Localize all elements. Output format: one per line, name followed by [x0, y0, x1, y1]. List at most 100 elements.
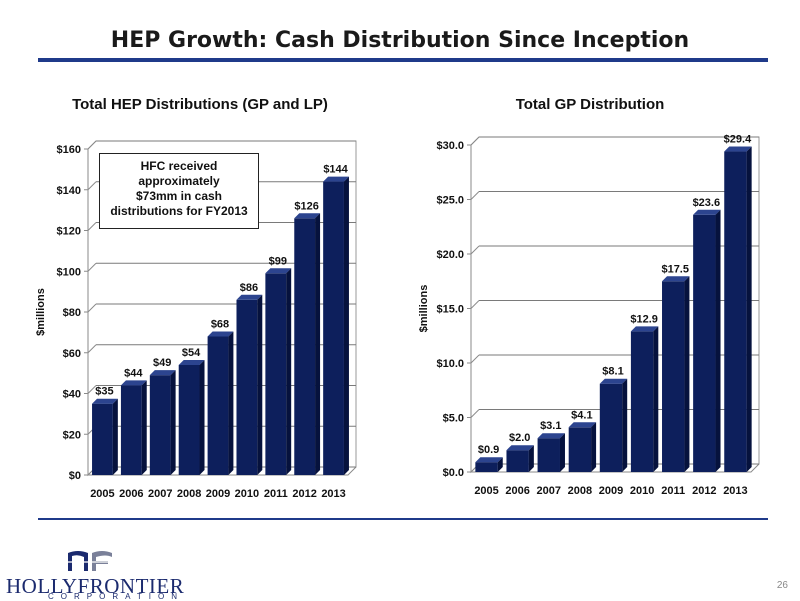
bar-side	[257, 294, 263, 475]
bar-top	[120, 380, 147, 386]
bar-2012	[693, 209, 721, 472]
y-tick-label: $140	[57, 185, 81, 197]
data-label: $2.0	[509, 432, 530, 444]
bar-side	[199, 359, 205, 475]
gridline-diag	[87, 385, 97, 394]
bar-top	[506, 445, 534, 451]
gridline-diag	[87, 181, 97, 191]
bar-top	[149, 370, 176, 376]
bar-top	[265, 268, 292, 274]
bar-2006	[506, 445, 534, 472]
bar-2010	[630, 326, 659, 472]
y-tick-label: $20	[63, 429, 81, 441]
bar-top	[475, 457, 503, 463]
data-label: $4.1	[571, 409, 592, 421]
gridline-diag	[470, 191, 480, 200]
y-tick-label: $60	[63, 348, 81, 360]
callout-line: approximately	[138, 174, 220, 188]
bar-top	[323, 176, 349, 182]
x-tick-label: 2011	[264, 488, 288, 500]
gridline-diag	[470, 409, 480, 418]
bar-2013	[724, 146, 752, 472]
bar-2005	[92, 398, 118, 475]
bar-side	[497, 457, 503, 472]
data-label: $35	[95, 386, 113, 398]
hollyfrontier-logo-mark	[64, 551, 116, 571]
x-tick-label: 2010	[235, 488, 259, 500]
title-underline	[38, 58, 768, 62]
bar-top	[724, 146, 752, 152]
bar-top	[294, 213, 321, 219]
gridline-diag	[87, 303, 97, 313]
data-label: $54	[182, 347, 201, 359]
data-label: $3.1	[540, 420, 561, 432]
page-title: HEP Growth: Cash Distribution Since Ince…	[110, 28, 690, 53]
bar-top	[662, 276, 690, 282]
bar-front	[693, 214, 716, 472]
gridline-diag	[470, 245, 480, 255]
bar-front	[475, 462, 498, 472]
y-tick-label: $5.0	[443, 413, 464, 425]
data-label: $17.5	[661, 263, 689, 275]
data-label: $8.1	[602, 366, 623, 378]
gridline-diag	[87, 140, 97, 150]
bar-2009	[599, 378, 628, 472]
x-tick-label: 2011	[661, 485, 685, 497]
bar-2009	[207, 331, 234, 475]
bar-front	[236, 299, 258, 475]
bar-top	[630, 326, 659, 332]
x-tick-label: 2012	[692, 485, 716, 497]
callout-line: $73mm in cash	[135, 189, 223, 203]
bar-top	[178, 359, 205, 365]
gridline-diag	[87, 222, 97, 231]
bar-side	[715, 209, 721, 472]
callout-line: distributions for FY2013	[110, 204, 248, 218]
x-tick-label: 2006	[505, 485, 529, 497]
bar-front	[662, 281, 685, 472]
x-tick-label: 2007	[537, 485, 561, 497]
bar-side	[343, 176, 349, 475]
bar-side	[622, 378, 628, 472]
x-tick-label: 2010	[630, 485, 654, 497]
y-tick-label: $80	[63, 307, 81, 319]
bar-side	[684, 276, 690, 472]
data-label: $99	[269, 255, 287, 267]
x-tick-label: 2006	[119, 488, 143, 500]
bar-front	[630, 331, 654, 472]
y-tick-label: $100	[57, 266, 81, 278]
y-tick-label: $25.0	[436, 195, 464, 207]
callout-box: HFC received approximately $73mm in cash di…	[99, 153, 259, 229]
bar-side	[591, 422, 597, 472]
bar-side	[286, 268, 292, 475]
bar-front	[149, 375, 171, 475]
y-tick-label: $160	[57, 144, 81, 156]
bar-side	[746, 146, 752, 472]
bar-2012	[294, 213, 321, 475]
bar-side	[141, 380, 147, 475]
bar-2011	[662, 276, 690, 472]
bar-2008	[178, 359, 205, 475]
chart-svg: $0.0 $5.0 $10.0 $15.0 $20.0 $25.0 $30.0 $millio…	[418, 134, 760, 497]
gridline-diag	[87, 262, 97, 272]
data-label: $23.6	[693, 197, 721, 209]
y-tick-label: $120	[57, 226, 81, 238]
x-tick-label: 2013	[321, 488, 345, 500]
y-tick-label: $0	[69, 470, 81, 482]
bar-top	[568, 422, 597, 428]
x-axis	[471, 463, 760, 473]
x-tick-label: 2007	[148, 488, 172, 500]
bar-top	[599, 378, 628, 384]
footer-rule	[38, 518, 768, 520]
chart-total-gp-distribution: Total GP Distribution $0.0 $5.0 $10.0 $15.0…	[410, 90, 770, 510]
chart-title: Total HEP Distributions (GP and LP)	[72, 96, 328, 113]
x-axis	[88, 466, 357, 476]
bar-front	[207, 336, 229, 475]
logo-text: HOLLYFRONTIER	[6, 574, 185, 598]
data-label: $86	[240, 282, 258, 294]
x-tick-label: 2005	[474, 485, 498, 497]
bar-top	[537, 433, 565, 439]
bar-2011	[265, 268, 292, 475]
data-label: $29.4	[724, 134, 752, 146]
bar-top	[207, 331, 234, 337]
bar-front	[599, 383, 623, 472]
